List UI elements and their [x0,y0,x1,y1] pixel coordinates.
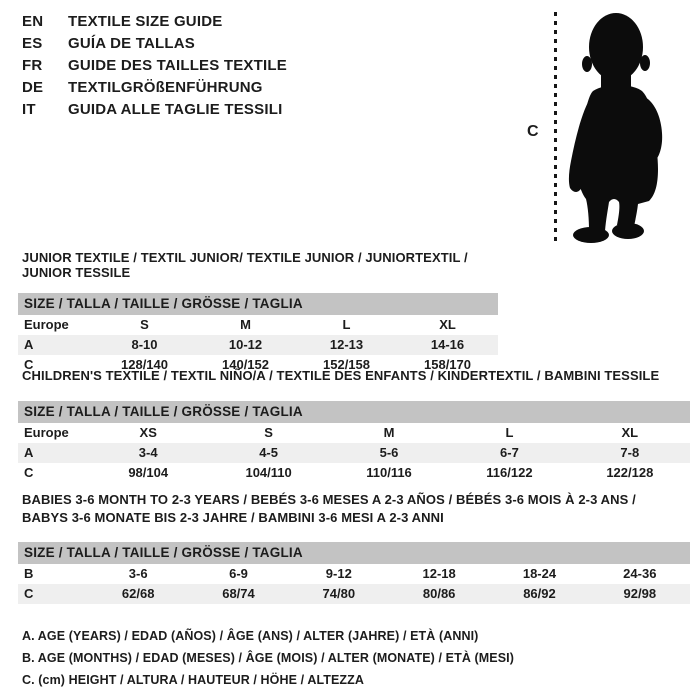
language-label: GUIDA ALLE TAGLIE TESSILI [68,101,283,118]
language-label: TEXTILE SIZE GUIDE [68,13,223,30]
table-cell: 152/158 [323,357,370,372]
table-title-line: BABIES 3-6 MONTH TO 2-3 YEARS / BEBÉS 3-… [22,492,636,507]
language-label: GUIDE DES TAILLES TEXTILE [68,57,287,74]
language-code: FR [22,57,43,74]
table-cell: 5-6 [379,445,399,460]
table-cell: 74/80 [322,586,356,601]
table-cell: 3-4 [138,445,158,460]
table-cell: XL [439,317,456,332]
table-rows: Europe S M L XL A 8-10 10-12 12-13 14-16 C 128/140 1… [18,315,498,375]
table-cell: 158/170 [424,357,471,372]
table-cell: L [505,425,514,440]
table-row: Europe S M L XL [18,315,498,335]
table-cell: 3-6 [128,566,148,581]
language-row: ES GUÍA DE TALLAS [22,33,287,55]
size-header-row: SIZE / TALLA / TAILLE / GRÖSSE / TAGLIA [18,401,690,423]
height-measure-dotted-line [554,12,557,244]
language-label: GUÍA DE TALLAS [68,35,195,52]
language-code: EN [22,13,44,30]
baby-silhouette-icon [568,13,663,243]
footnote-line: C. (cm) HEIGHT / ALTURA / HAUTEUR / HÖHE… [22,673,365,687]
table-cell: 14-16 [430,337,465,352]
table-cell: 116/122 [486,465,533,480]
table-row: A 8-10 10-12 12-13 14-16 [18,335,498,355]
table-title: CHILDREN'S TEXTILE / TEXTIL NIÑO/A / TEX… [18,368,690,383]
row-label: C [24,465,34,480]
table-rows: B 3-6 6-9 9-12 12-18 18-24 24-36 C 62/68 68/74 74/… [18,564,690,604]
table-row: A 3-4 4-5 5-6 6-7 7-8 [18,443,690,463]
row-label: Europe [24,317,69,332]
language-row: IT GUIDA ALLE TAGLIE TESSILI [22,99,287,121]
language-row: EN TEXTILE SIZE GUIDE [22,11,287,33]
row-label: Europe [24,425,69,440]
table-cell: 68/74 [222,586,255,601]
table-cell: XS [139,425,157,440]
table-cell: 6-7 [500,445,519,460]
table-row: C 62/68 68/74 74/80 80/86 86/92 92/98 [18,584,690,604]
table-cell: 98/104 [128,465,169,480]
table-cell: S [264,425,273,440]
table-title: JUNIOR TEXTILE / TEXTIL JUNIOR/ TEXTILE … [18,250,498,280]
table-cell: 12-13 [329,337,364,352]
table-cell: 4-5 [259,445,278,460]
footnote-line: B. AGE (MONTHS) / EDAD (MESES) / ÂGE (MO… [22,651,515,665]
table-cell: 9-12 [325,566,352,581]
row-label: A [24,445,34,460]
table-cell: 80/86 [422,586,456,601]
table-cell: 62/68 [121,586,155,601]
language-code: ES [22,35,43,52]
footnote-line: A. AGE (YEARS) / EDAD (AÑOS) / ÂGE (ANS)… [22,629,479,643]
size-header-row: SIZE / TALLA / TAILLE / GRÖSSE / TAGLIA [18,542,690,564]
table-cell: L [342,317,351,332]
table-cell: 6-9 [229,566,248,581]
language-label: TEXTILGRÖßENFÜHRUNG [68,79,263,96]
table-cell: 12-18 [422,566,456,581]
language-list: EN TEXTILE SIZE GUIDE ES GUÍA DE TALLAS FR GU… [22,11,287,121]
table-cell: 10-12 [228,337,263,352]
height-measure-label: C [527,123,539,140]
junior-textile-table: JUNIOR TEXTILE / TEXTIL JUNIOR/ TEXTILE … [18,250,498,375]
table-cell: 110/116 [366,465,412,480]
table-row: C 128/140 140/152 152/158 158/170 [18,355,498,375]
table-rows: Europe XS S M L XL A 3-4 4-5 5-6 6-7 7-8 C 98/104 104/… [18,423,690,483]
table-cell: 140/152 [222,357,269,372]
table-cell: 86/92 [523,586,556,601]
table-row: B 3-6 6-9 9-12 12-18 18-24 24-36 [18,564,690,584]
babies-textile-table: BABIES 3-6 MONTH TO 2-3 YEARS / BEBÉS 3-… [18,491,690,604]
language-code: IT [22,101,36,118]
row-label: C [24,586,34,601]
table-cell: 92/98 [623,586,657,601]
language-code: DE [22,79,44,96]
language-row: DE TEXTILGRÖßENFÜHRUNG [22,77,287,99]
size-header-row: SIZE / TALLA / TAILLE / GRÖSSE / TAGLIA [18,293,498,315]
table-cell: 18-24 [522,566,557,581]
language-row: FR GUIDE DES TAILLES TEXTILE [22,55,287,77]
table-cell: M [383,425,395,440]
table-cell: 104/110 [245,465,292,480]
table-title: BABIES 3-6 MONTH TO 2-3 YEARS / BEBÉS 3-… [18,491,690,527]
row-label: A [24,337,34,352]
children-textile-table: CHILDREN'S TEXTILE / TEXTIL NIÑO/A / TEX… [18,368,690,483]
row-label: B [24,566,34,581]
table-cell: 122/128 [606,465,654,480]
footnotes: A. AGE (YEARS) / EDAD (AÑOS) / ÂGE (ANS)… [22,625,514,691]
table-title-line: JUNIOR TEXTILE / TEXTIL JUNIOR/ TEXTILE … [22,250,468,280]
table-cell: 24-36 [623,566,657,581]
table-cell: XL [621,425,639,440]
table-cell: 128/140 [121,357,168,372]
table-row: C 98/104 104/110 110/116 116/122 122/128 [18,463,690,483]
table-row: Europe XS S M L XL [18,423,690,443]
table-title-line: CHILDREN'S TEXTILE / TEXTIL NIÑO/A / TEX… [22,368,660,383]
table-title-line: BABYS 3-6 MONATE BIS 2-3 JAHRE / BAMBINI… [22,510,444,525]
table-cell: 7-8 [620,445,640,460]
row-label: C [24,357,34,372]
table-cell: M [240,317,251,332]
table-cell: 8-10 [131,337,158,352]
table-cell: S [140,317,149,332]
